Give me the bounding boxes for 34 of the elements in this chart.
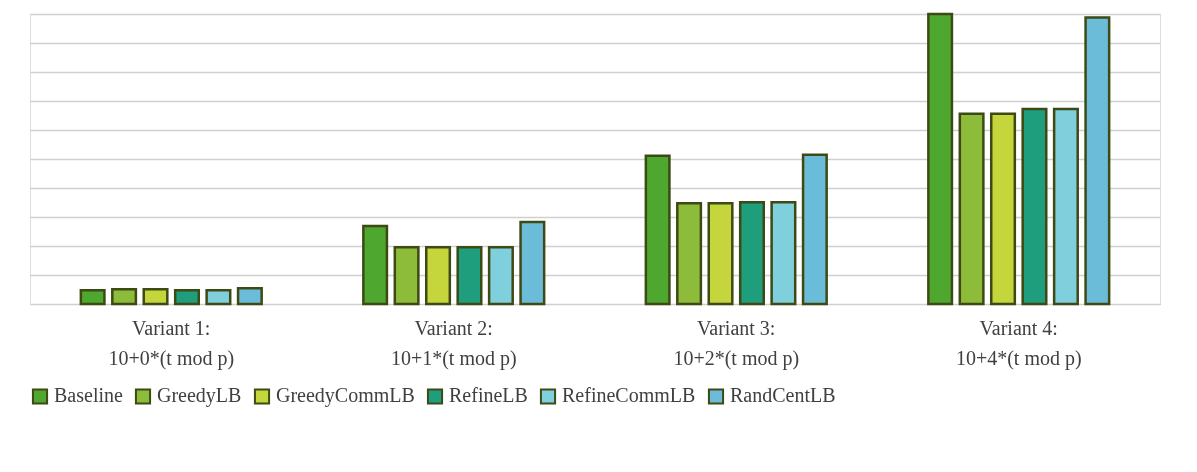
x-tick-label: Variant 2: 10+1*(t mod p)	[390, 316, 517, 370]
legend-label: RandCentLB	[730, 384, 836, 407]
bar	[393, 245, 420, 306]
bar	[1021, 107, 1048, 306]
legend-label: GreedyCommLB	[276, 384, 415, 408]
bar	[142, 287, 169, 306]
bar	[989, 112, 1017, 306]
bar	[111, 287, 138, 306]
legend-label: RefineLB	[449, 384, 528, 407]
bar	[519, 220, 546, 306]
bar	[644, 154, 671, 306]
bar	[738, 200, 766, 306]
bar	[770, 200, 797, 306]
legend-label: Baseline	[54, 384, 123, 407]
bar	[456, 245, 483, 306]
bar	[236, 287, 263, 306]
bar	[676, 202, 703, 306]
bar	[173, 289, 201, 306]
bar	[424, 245, 452, 306]
x-tick-label: Variant 4: 10+4*(t mod p)	[955, 316, 1082, 370]
x-tick-label: Variant 1: 10+0*(t mod p)	[108, 316, 235, 370]
bar	[1084, 16, 1111, 306]
bar	[205, 289, 232, 306]
bar	[958, 112, 985, 306]
bar	[707, 202, 734, 306]
bar	[927, 12, 954, 306]
bar	[79, 289, 106, 306]
legend-label: GreedyLB	[157, 384, 242, 408]
bar	[1052, 107, 1079, 306]
bar	[487, 245, 514, 306]
legend-label: RefineCommLB	[562, 384, 696, 407]
bar	[801, 153, 828, 306]
x-tick-label: Variant 3: 10+2*(t mod p)	[673, 316, 800, 370]
bar	[362, 224, 389, 306]
